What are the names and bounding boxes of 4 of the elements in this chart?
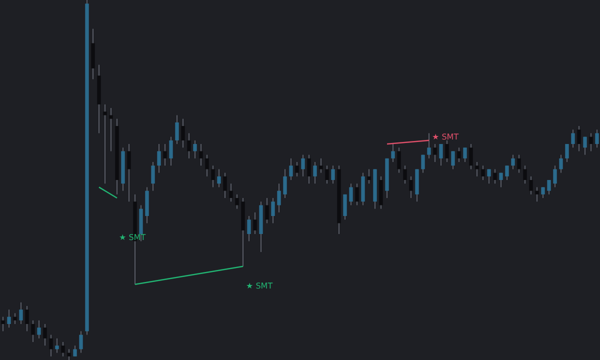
candlestick — [103, 104, 107, 184]
annotation: ★ SMT — [246, 281, 273, 290]
annotation: ★ SMT — [432, 132, 459, 142]
annotation: ★ SMT — [119, 233, 146, 242]
